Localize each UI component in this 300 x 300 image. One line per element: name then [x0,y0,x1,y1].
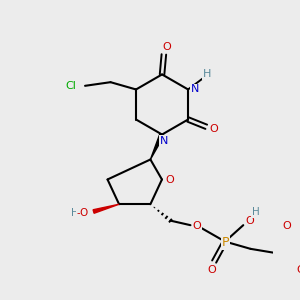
Text: O: O [296,265,300,275]
Text: H: H [203,69,212,79]
Text: H: H [252,207,260,218]
Text: H: H [71,208,79,218]
Text: -O: -O [77,208,89,218]
Text: O: O [193,221,201,231]
Polygon shape [150,134,164,160]
Text: N: N [191,85,200,94]
Text: O: O [166,176,175,185]
Text: N: N [160,136,168,146]
Text: O: O [283,221,291,231]
Polygon shape [93,204,119,213]
Text: O: O [207,265,216,275]
Text: O: O [162,42,171,52]
Text: P: P [221,236,229,249]
Text: O: O [245,216,254,226]
Text: Cl: Cl [65,81,76,91]
Text: O: O [209,124,218,134]
